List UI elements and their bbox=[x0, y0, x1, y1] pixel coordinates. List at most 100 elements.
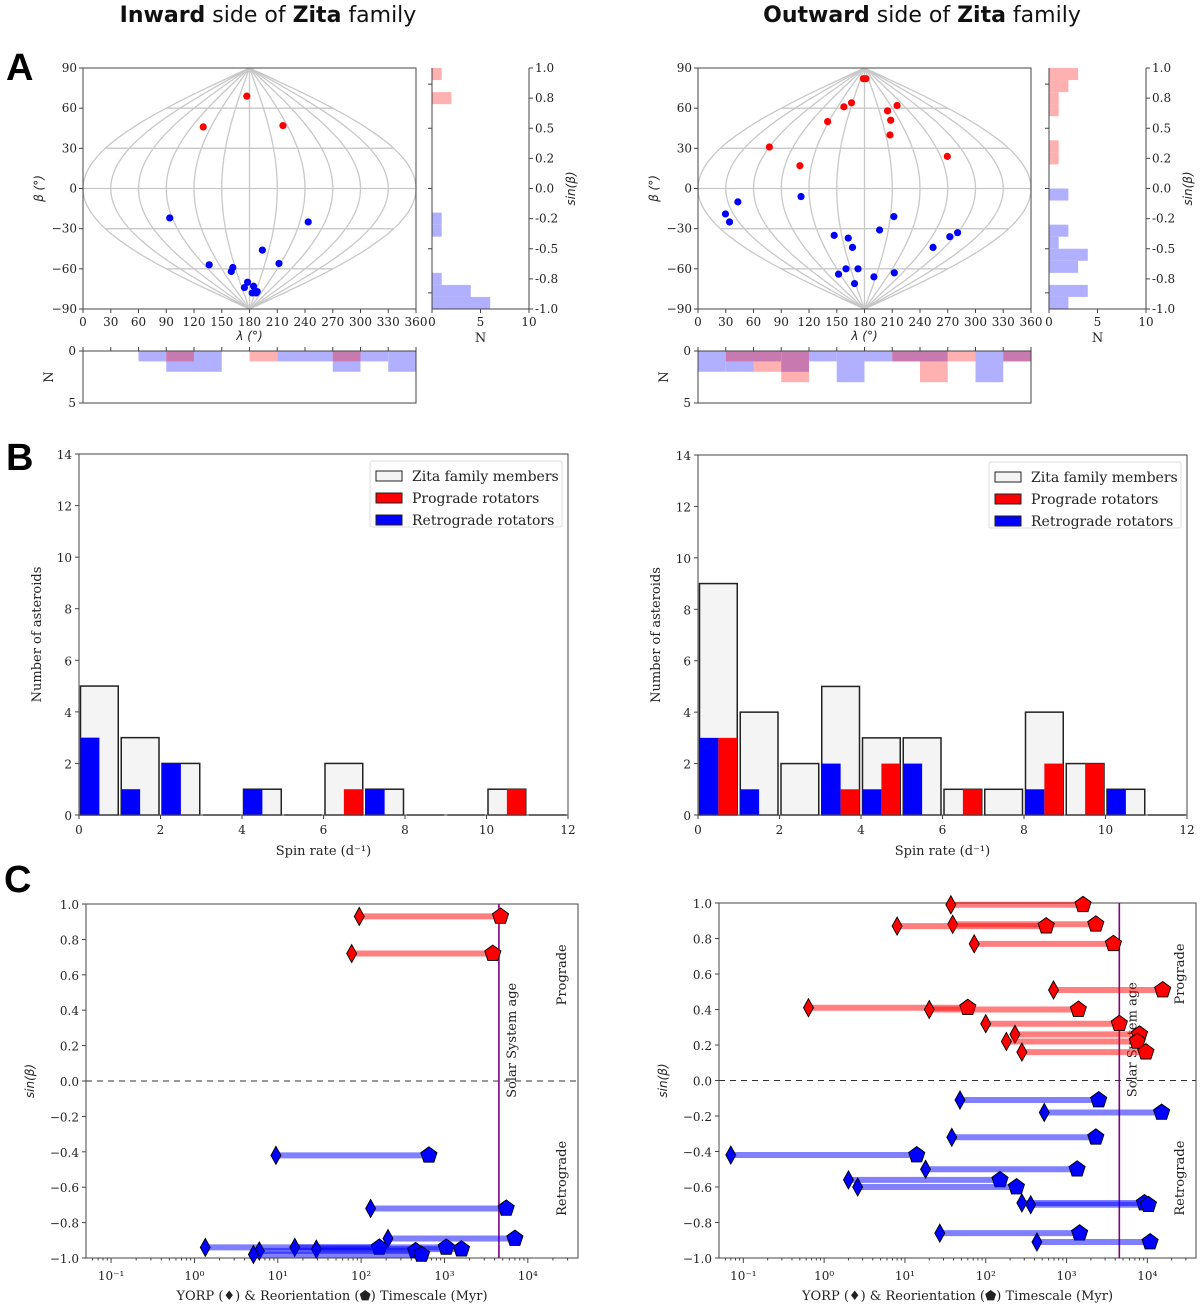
x-tick-label: 300 bbox=[964, 315, 987, 329]
retrograde-pole-point bbox=[870, 273, 878, 281]
y-tick-label: 1.0 bbox=[1152, 61, 1171, 75]
y-tick-label: -1.0 bbox=[535, 302, 558, 316]
retrograde-lambda-bar bbox=[138, 351, 167, 362]
y-tick-label: −60 bbox=[667, 262, 692, 276]
x-tick-label: 0 bbox=[79, 315, 87, 329]
spin-B-left: 0 2 4 6 8 10 12 14 0 2 4 6 8 10 12 Spin rate (d⁻¹) Numbe… bbox=[30, 448, 576, 859]
x-tick-label: 6 bbox=[939, 823, 947, 837]
y-tick-label: −30 bbox=[52, 222, 77, 236]
hist-A-left-lambda-hist: 0 5 N bbox=[42, 344, 417, 410]
y-tick-label: 10 bbox=[676, 552, 691, 566]
title-inward: Inward side of Zita family bbox=[120, 3, 417, 28]
retrograde-lambda-bar bbox=[975, 351, 1004, 383]
y-tick-label: 0.0 bbox=[693, 1075, 712, 1089]
map-meridian bbox=[780, 67, 865, 310]
retrograde-lambda-bar bbox=[194, 351, 222, 372]
family-bar bbox=[984, 788, 1024, 816]
map-A-right-map: −90 −60 −30 0 30 60 90 0 30 60 90 120 150 180 210 240 27… bbox=[647, 61, 1042, 343]
reorientation-pentagon-marker bbox=[1074, 895, 1092, 913]
panel-letter-a: A bbox=[6, 47, 33, 89]
overlap-lambda-bar bbox=[166, 351, 194, 362]
prograde-label: Prograde bbox=[1173, 943, 1188, 1004]
x-tick-label: 5 bbox=[477, 315, 485, 329]
x-tick-label: 300 bbox=[349, 315, 372, 329]
x-tick-label: 10 bbox=[1098, 823, 1113, 837]
x-tick-label: 0 bbox=[694, 315, 702, 329]
family-bar bbox=[780, 762, 820, 816]
retrograde-sinb-bar bbox=[1049, 296, 1069, 309]
reorientation-pentagon-marker bbox=[506, 1229, 524, 1246]
retrograde-pole-point bbox=[249, 282, 258, 290]
x-tick-label: 60 bbox=[131, 315, 146, 329]
retrograde-pole-point bbox=[797, 192, 805, 201]
yorp-diamond-marker bbox=[1031, 1232, 1043, 1252]
retrograde-bar bbox=[162, 763, 181, 815]
x-tick-label: 10⁻¹ bbox=[98, 1269, 124, 1283]
reorientation-pentagon-marker bbox=[1087, 1128, 1105, 1145]
prograde-sinb-bar bbox=[432, 92, 452, 105]
y-tick-label: −1.0 bbox=[50, 1252, 79, 1266]
retrograde-bar bbox=[821, 763, 841, 815]
y-tick-label: 5 bbox=[683, 396, 691, 410]
x-axis-label: λ (°) bbox=[235, 329, 262, 343]
y-tick-label: −0.4 bbox=[683, 1146, 713, 1160]
map-meridian bbox=[863, 67, 921, 310]
x-axis-label: YORP (♦) & Reorientation (⬟) Timescale (… bbox=[175, 1289, 487, 1304]
map-meridian bbox=[193, 67, 251, 310]
prograde-pole-point bbox=[862, 75, 870, 83]
y-tick-label: 0.8 bbox=[693, 933, 712, 947]
x-tick-label: 4 bbox=[238, 823, 246, 837]
x-tick-label: 270 bbox=[321, 315, 344, 329]
y-tick-label: −1.0 bbox=[683, 1252, 712, 1266]
prograde-sinb-bar bbox=[432, 68, 442, 81]
y-tick-label: 14 bbox=[676, 449, 692, 463]
y-tick-label: 0.0 bbox=[60, 1075, 79, 1089]
retrograde-pole-point bbox=[834, 270, 843, 278]
x-tick-label: 240 bbox=[909, 315, 932, 329]
retrograde-pole-point bbox=[240, 283, 249, 292]
x-tick-label: 180 bbox=[238, 315, 261, 329]
x-tick-label: 150 bbox=[210, 315, 233, 329]
legend-swatch bbox=[994, 493, 1022, 505]
x-tick-label: 120 bbox=[798, 315, 821, 329]
y-tick-label: −60 bbox=[52, 262, 77, 276]
x-tick-label: 360 bbox=[405, 315, 428, 329]
y-tick-label: −0.4 bbox=[50, 1146, 80, 1160]
y-tick-label: 90 bbox=[62, 61, 77, 75]
x-tick-label: 60 bbox=[746, 315, 761, 329]
retrograde-sinb-bar bbox=[1049, 284, 1088, 297]
retrograde-pole-point bbox=[725, 218, 734, 226]
prograde-bar bbox=[1085, 763, 1104, 815]
prograde-pole-point bbox=[765, 143, 773, 151]
map-meridian bbox=[110, 67, 250, 310]
map-meridian bbox=[725, 67, 865, 310]
yorp-diamond-marker bbox=[1048, 980, 1060, 1000]
prograde-bar bbox=[1044, 763, 1064, 815]
retrograde-pole-point bbox=[844, 234, 852, 242]
legend: Zita family members Prograde rotators Retr… bbox=[988, 461, 1182, 530]
x-tick-label: 10² bbox=[976, 1269, 996, 1283]
x-axis-label: YORP (♦) & Reorientation (⬟) Timescale (… bbox=[801, 1289, 1113, 1304]
x-tick-label: 0 bbox=[428, 315, 436, 329]
y-tick-label: 0 bbox=[683, 344, 691, 358]
y-tick-label: 1.0 bbox=[60, 898, 79, 912]
reorientation-pentagon-marker bbox=[412, 1245, 431, 1262]
retrograde-lambda-bar bbox=[809, 351, 837, 362]
reorientation-pentagon-marker bbox=[1087, 915, 1105, 932]
yorp-diamond-marker bbox=[353, 906, 365, 927]
reorientation-pentagon-marker bbox=[1141, 1232, 1159, 1250]
y-tick-label: 0 bbox=[64, 809, 72, 823]
x-tick-label: 2 bbox=[776, 823, 784, 837]
x-tick-label: 12 bbox=[1179, 823, 1194, 837]
prograde-bar bbox=[881, 763, 901, 815]
retrograde-bar bbox=[699, 737, 719, 815]
yorp-diamond-marker bbox=[934, 1223, 946, 1244]
x-tick-label: 330 bbox=[377, 315, 400, 329]
y-tick-label: -0.5 bbox=[535, 242, 558, 256]
retrograde-pole-point bbox=[875, 226, 884, 234]
y-axis-label: N bbox=[657, 371, 672, 382]
y-tick-label: −90 bbox=[52, 302, 77, 316]
panel-letter-b: B bbox=[6, 437, 33, 479]
y-tick-label: 0.2 bbox=[1152, 151, 1171, 165]
